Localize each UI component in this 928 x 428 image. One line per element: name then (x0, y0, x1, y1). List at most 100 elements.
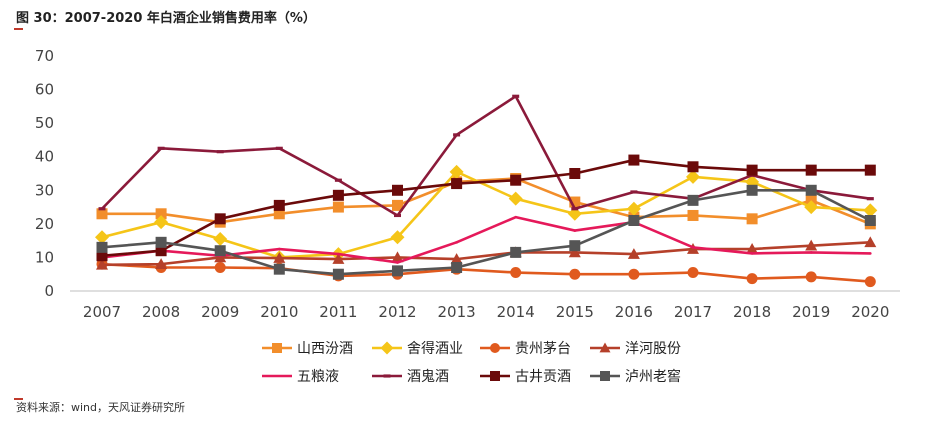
y-tick-label: 30 (35, 181, 54, 199)
data-point (332, 189, 344, 201)
data-point (392, 184, 403, 196)
data-point (96, 208, 108, 220)
x-tick-label: 2012 (378, 303, 416, 321)
data-point (154, 215, 169, 230)
data-point (396, 261, 399, 264)
legend-item: 贵州茅台 (480, 341, 571, 357)
data-point (214, 213, 226, 225)
data-point (390, 230, 405, 245)
y-tick-label: 70 (35, 47, 54, 65)
data-point (746, 164, 758, 176)
data-point (392, 265, 403, 277)
x-tick-label: 2010 (260, 303, 298, 321)
data-point (512, 94, 520, 98)
y-tick-label: 20 (35, 215, 54, 233)
data-point (514, 215, 517, 219)
data-point (805, 271, 817, 283)
data-point (687, 209, 699, 221)
legend-item: 五粮液 (262, 369, 339, 385)
legend-swatch-marker (380, 341, 394, 355)
legend-label: 泸州老窖 (625, 368, 681, 385)
x-tick-label: 2007 (83, 303, 121, 321)
data-point (214, 262, 226, 273)
data-point (155, 208, 167, 220)
series-line (101, 158, 871, 258)
legend-item: 酒鬼酒 (372, 369, 449, 385)
data-point (334, 178, 342, 182)
data-point (273, 199, 285, 211)
data-point (686, 169, 700, 184)
source-accent-mark (14, 398, 23, 400)
data-point (510, 174, 522, 186)
legend-item: 山西汾酒 (262, 341, 353, 357)
data-point (863, 203, 878, 218)
data-point (869, 252, 872, 255)
legend-label: 酒鬼酒 (407, 369, 449, 385)
legend-swatch-marker (600, 371, 610, 381)
data-point (804, 200, 819, 215)
series-line (101, 94, 871, 217)
data-point (628, 268, 640, 280)
legend-label: 山西汾酒 (297, 341, 353, 357)
series-layer (95, 94, 878, 288)
data-point (569, 240, 581, 252)
data-point (391, 251, 404, 263)
series-line (101, 188, 871, 276)
data-point (337, 252, 340, 256)
data-point (98, 207, 106, 211)
legend-swatch-marker (490, 343, 500, 353)
y-tick-label: 50 (35, 114, 54, 132)
x-tick-label: 2014 (497, 303, 535, 321)
y-tick-label: 0 (44, 282, 54, 300)
y-tick-label: 60 (35, 81, 54, 99)
data-point (275, 146, 283, 150)
data-point (626, 201, 641, 216)
data-point (95, 230, 109, 245)
data-point (866, 197, 874, 201)
x-tick-label: 2011 (319, 303, 357, 321)
data-point (691, 246, 695, 249)
legend-label: 古井贡酒 (515, 369, 571, 385)
data-point (216, 150, 224, 154)
x-tick-label: 2019 (792, 303, 830, 321)
legend-swatch-marker (383, 374, 391, 378)
data-point (746, 273, 758, 285)
data-point (573, 229, 577, 232)
legend-label: 舍得酒业 (407, 340, 463, 357)
legend-item: 洋河股份 (590, 341, 681, 357)
data-point (96, 250, 108, 262)
data-point (453, 133, 461, 137)
legend-label: 贵州茅台 (515, 341, 571, 357)
data-point (96, 241, 108, 253)
source-note: 资料来源：wind，天风证券研究所 (16, 401, 186, 414)
data-point (687, 194, 699, 206)
data-point (392, 199, 403, 211)
legend-item: 泸州老窖 (590, 368, 681, 385)
x-tick-label: 2016 (615, 303, 653, 321)
data-point (627, 248, 640, 259)
data-point (569, 268, 581, 280)
legend-label: 洋河股份 (625, 341, 681, 357)
y-tick-label: 40 (35, 148, 54, 166)
chart-title: 图 30：2007-2020 年白酒企业销售费用率（%） (16, 11, 316, 26)
data-point (278, 247, 281, 251)
series-7 (96, 154, 876, 262)
data-point (455, 241, 458, 244)
x-tick-label: 2008 (142, 303, 180, 321)
data-point (214, 245, 226, 257)
data-point (864, 215, 876, 226)
axes-layer: 0 10 20 30 40 50 60 70 2007 2008 2009 2010 2011 2012 2… (35, 47, 900, 321)
legend-label: 五粮液 (297, 369, 339, 385)
y-tick-label: 10 (35, 248, 54, 266)
series-6 (98, 94, 874, 218)
series-line (101, 170, 871, 259)
data-point (510, 246, 522, 258)
data-point (569, 196, 581, 208)
legend-swatch-marker (599, 342, 611, 353)
data-point (155, 258, 168, 269)
x-tick-label: 2009 (201, 303, 239, 321)
data-point (213, 231, 228, 246)
title-accent-mark (14, 28, 23, 30)
legend-swatch-marker (490, 371, 500, 381)
